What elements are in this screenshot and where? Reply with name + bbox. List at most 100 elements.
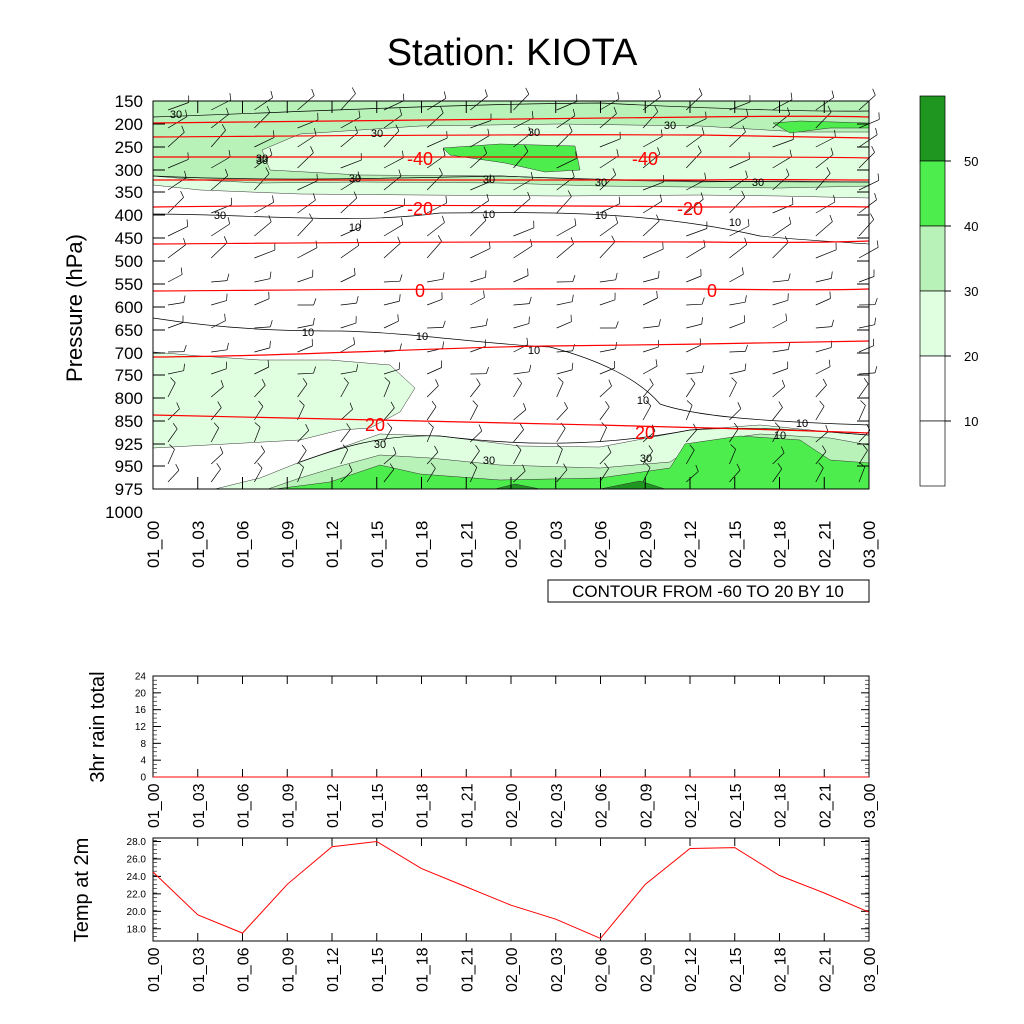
wind-barb-flag xyxy=(261,378,266,386)
wind-barb-flag xyxy=(298,462,304,468)
wind-barb-flag xyxy=(830,147,834,155)
wind-barb-flag xyxy=(829,214,833,222)
wind-barb-flag xyxy=(731,377,737,383)
wind-barb-flag xyxy=(567,190,572,197)
wind-barb-shaft xyxy=(556,101,578,111)
wind-barb-shaft xyxy=(513,409,527,421)
wind-barb-flag xyxy=(662,242,664,250)
wind-barb-shaft xyxy=(254,221,272,237)
speed-contour-10-mid xyxy=(152,317,870,426)
y-tick-label: 24.0 xyxy=(127,872,147,883)
wind-barb-flag xyxy=(169,444,175,450)
wind-barb-shaft xyxy=(254,249,276,259)
wind-barb-flag xyxy=(257,462,263,469)
wind-barb-shaft xyxy=(470,220,487,237)
wind-barb-shaft xyxy=(340,322,357,329)
wind-barb-flag xyxy=(748,152,750,160)
temperature-contour-line xyxy=(152,414,870,434)
wind-barb-flag xyxy=(818,462,824,469)
wind-barb-flag xyxy=(615,216,619,224)
wind-barb-shaft xyxy=(815,111,832,129)
wind-barb-flag xyxy=(860,400,866,406)
wind-speed-contour-label: 10 xyxy=(483,209,495,221)
wind-barb-shaft xyxy=(513,93,530,111)
wind-barb-flag xyxy=(476,378,481,385)
shade-bl-40 xyxy=(274,435,870,490)
colorbar-swatch xyxy=(919,355,946,422)
x-tick-label: 02_15 xyxy=(728,783,745,828)
wind-barb-flag xyxy=(180,267,183,275)
temperature-contour-label: -40 xyxy=(407,149,433,169)
rain-y-axis: 0 4 8 12 16 20 24 xyxy=(135,672,869,784)
wind-speed-contour-label: 10 xyxy=(729,217,741,229)
wind-barb-flag xyxy=(269,340,271,348)
wind-barb-shaft xyxy=(426,202,447,214)
wind-barb-shaft xyxy=(642,450,653,465)
wind-barb-shaft xyxy=(254,467,263,483)
rain-x-axis: 01_00 01_03 01_06 01_09 01_12 01_15 01_18 01_21… xyxy=(146,676,879,828)
wind-barb-shaft xyxy=(210,386,224,398)
wind-barb-shaft xyxy=(772,468,783,483)
wind-barb-shaft xyxy=(167,408,180,421)
wind-barb-shaft xyxy=(729,244,748,259)
wind-barb-shaft xyxy=(211,368,227,375)
wind-barb-flag xyxy=(399,108,403,116)
wind-barb-flag xyxy=(564,401,568,409)
wind-barb-flag xyxy=(788,273,791,281)
time-tick-label: 02_00 xyxy=(502,521,521,568)
x-tick-label: 01_12 xyxy=(325,783,342,828)
wind-barb-shaft xyxy=(426,367,442,375)
wind-barb-flag xyxy=(266,105,271,113)
wind-barb-shaft xyxy=(556,321,572,329)
wind-barb-flag xyxy=(226,342,229,350)
wind-barb-flag xyxy=(484,89,488,97)
wind-barb-flag xyxy=(313,366,316,374)
wind-barb-shaft xyxy=(426,468,436,483)
wind-barb-shaft xyxy=(383,175,402,191)
wind-barb-shaft xyxy=(513,275,529,283)
wind-barb-shaft xyxy=(297,152,314,169)
wind-barb-shaft xyxy=(729,225,750,237)
chart-title: Station: KIOTA xyxy=(387,32,638,74)
wind-barb-flag xyxy=(658,89,661,97)
wind-barb-flag xyxy=(828,359,831,367)
wind-barb-shaft xyxy=(470,153,487,169)
x-tick-label: 02_15 xyxy=(728,947,745,992)
wind-barb-flag xyxy=(874,297,878,305)
wind-barb-flag xyxy=(220,379,224,387)
wind-barb-shaft xyxy=(297,199,316,214)
wind-barb-shaft xyxy=(254,385,266,398)
wind-barb-shaft xyxy=(556,301,573,306)
wind-barb-shaft xyxy=(815,467,824,483)
wind-barb-shaft xyxy=(383,453,397,465)
contour-info-box xyxy=(547,579,870,603)
wind-barb-flag xyxy=(219,446,224,454)
wind-barb-flag xyxy=(435,379,439,386)
wind-barb-flag xyxy=(572,274,576,282)
wind-barb-shaft xyxy=(340,449,349,465)
wind-barb-shaft xyxy=(858,324,875,329)
wind-barb-flag xyxy=(607,446,612,453)
wind-barb-flag xyxy=(516,444,522,451)
colorbar-tick-label: 40 xyxy=(964,219,978,234)
wind-barb-shaft xyxy=(642,181,664,191)
wind-barb-flag xyxy=(528,126,532,134)
wind-barb-flag xyxy=(790,92,793,100)
wind-barb-flag xyxy=(213,422,219,429)
wind-barb-shaft xyxy=(254,326,271,329)
y-tick-label: 12 xyxy=(135,722,147,733)
wind-barb-flag xyxy=(563,463,568,470)
wind-barb-shaft xyxy=(513,383,523,398)
wind-barb-flag xyxy=(871,145,875,153)
wind-barb-flag xyxy=(874,366,878,373)
wind-barb-shaft xyxy=(470,200,489,214)
wind-barb-shaft xyxy=(815,154,834,169)
colorbar-tick-label: 20 xyxy=(964,349,978,364)
wind-barb-flag xyxy=(618,196,621,204)
wind-barb-flag xyxy=(441,215,445,223)
wind-barb-flag xyxy=(617,92,620,100)
wind-barb-shaft xyxy=(340,428,351,443)
wind-barb-flag xyxy=(437,235,442,242)
wind-barb-shaft xyxy=(599,155,619,169)
y-tick-label: 20 xyxy=(135,688,147,699)
